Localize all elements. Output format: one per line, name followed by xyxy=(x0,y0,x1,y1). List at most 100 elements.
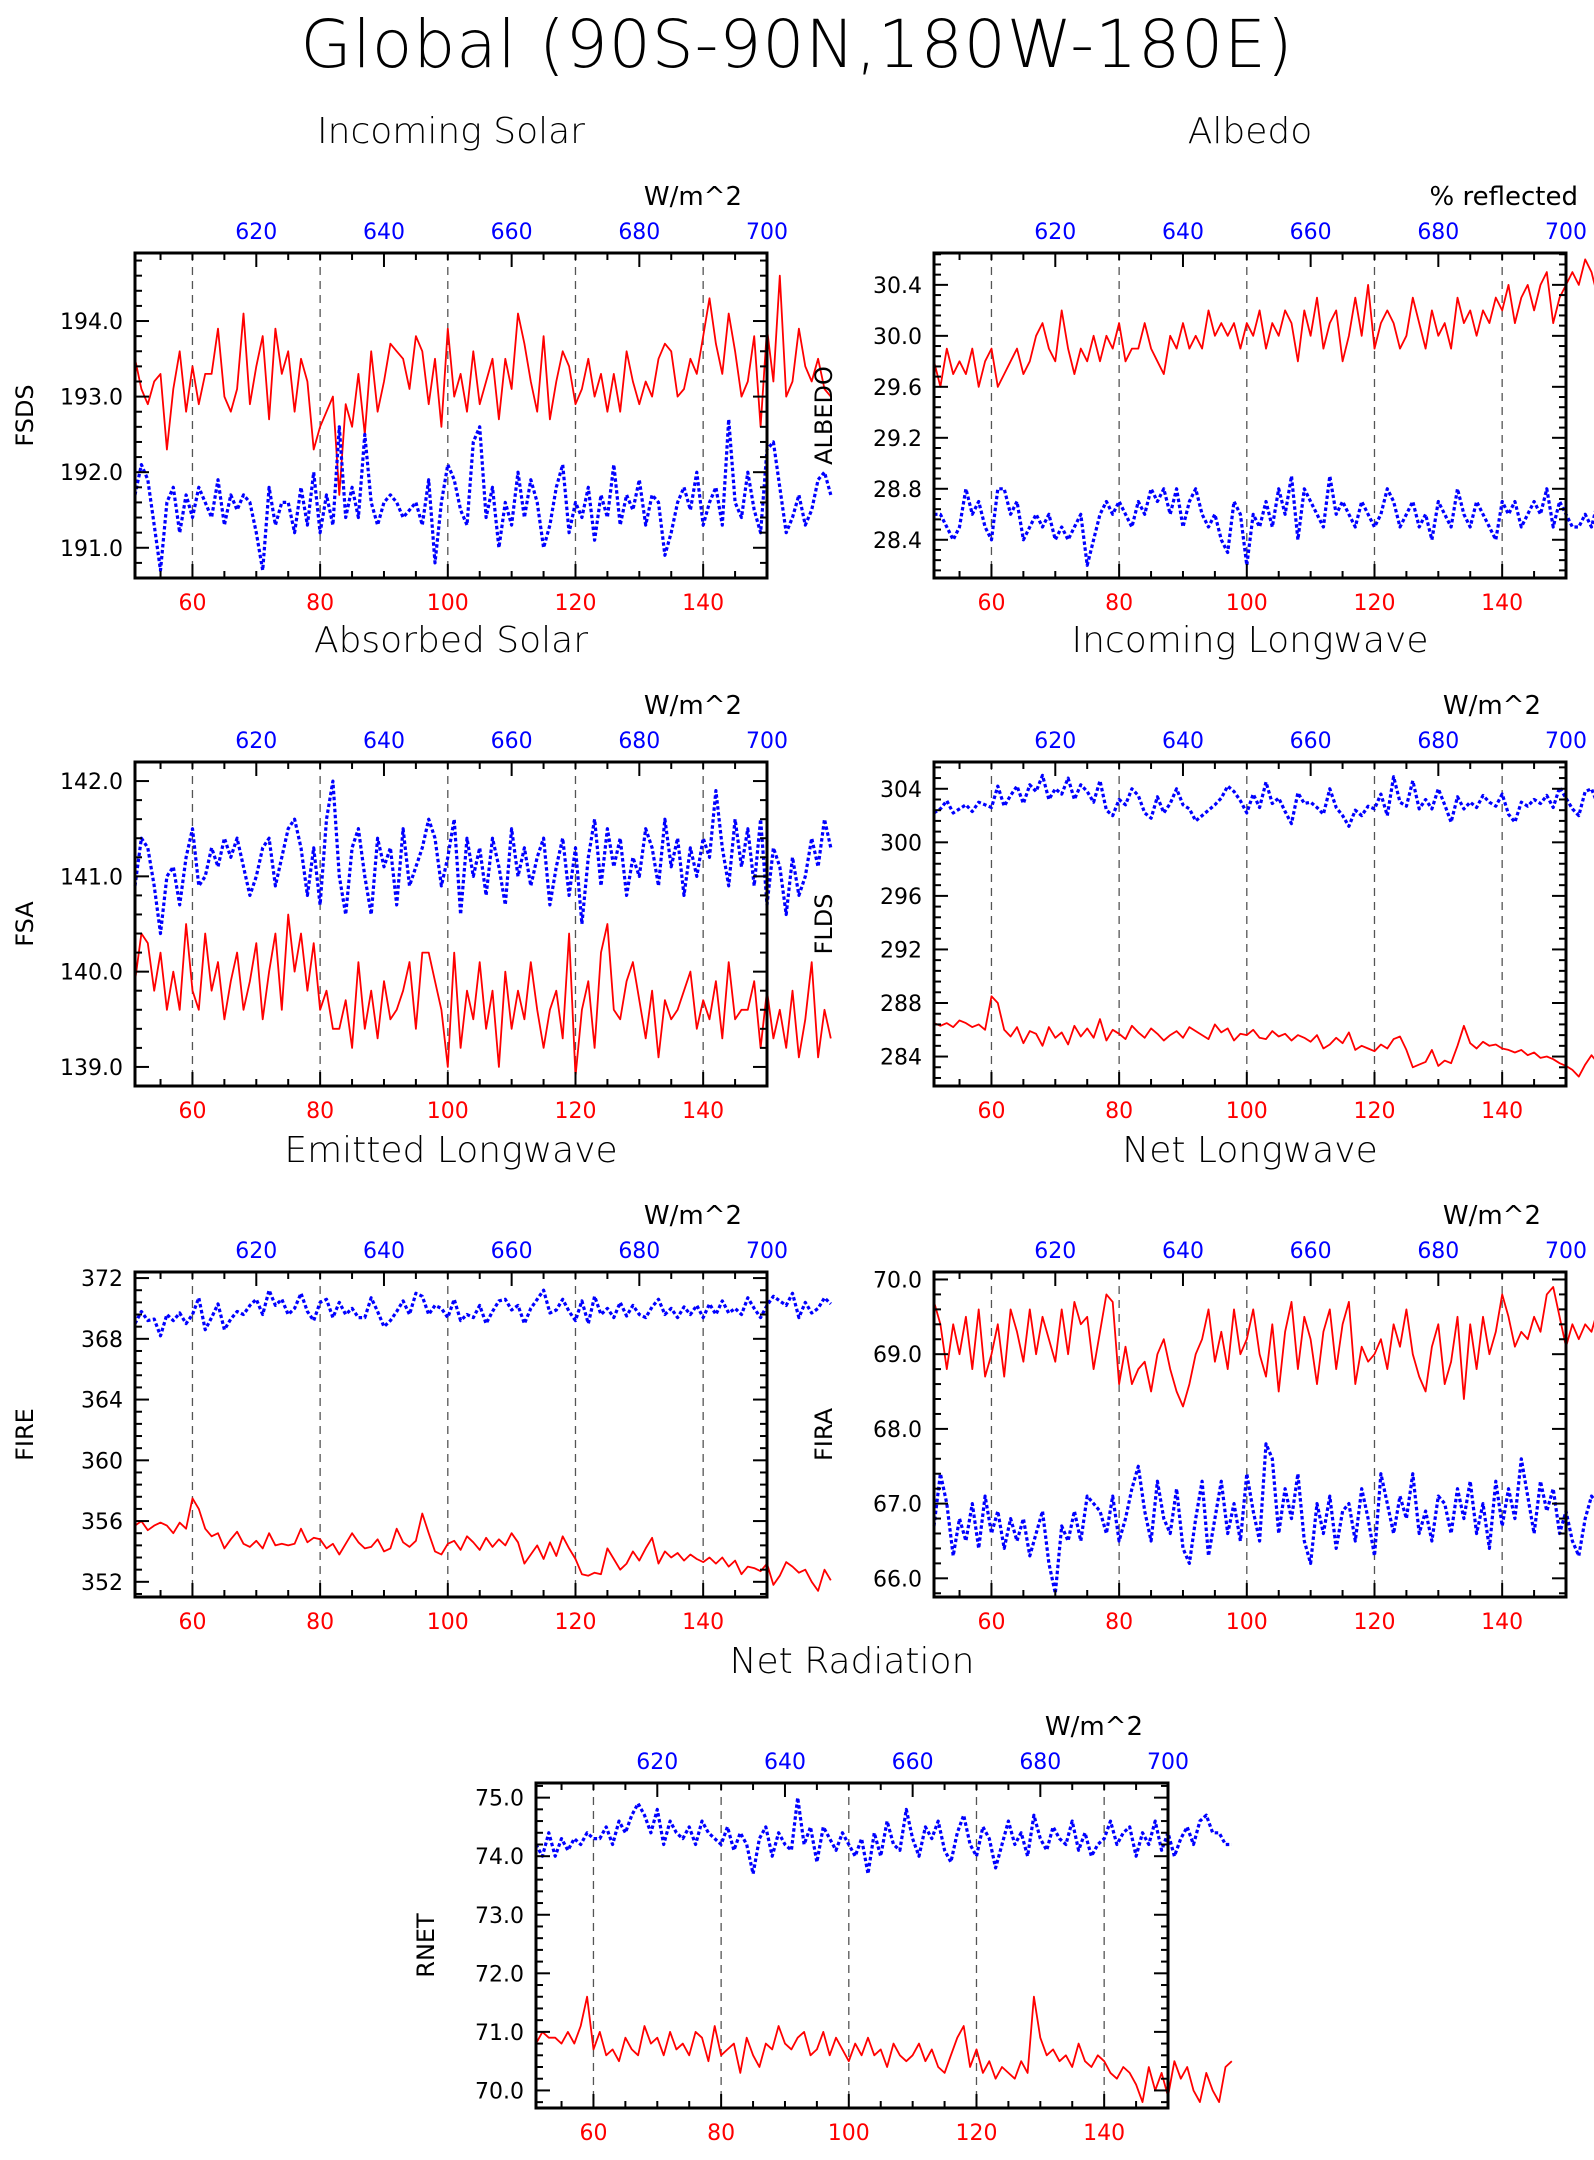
tick-label-top: 620 xyxy=(235,220,277,245)
tick-label-top: 640 xyxy=(363,1239,405,1264)
tick-label-left: 30.0 xyxy=(873,325,922,350)
tick-label-left: 67.0 xyxy=(873,1493,922,1518)
tick-label-top: 700 xyxy=(1545,220,1587,245)
series-line-solid xyxy=(134,274,832,496)
tick-label-bottom: 120 xyxy=(1353,1610,1395,1635)
tick-label-top: 680 xyxy=(1417,1239,1459,1264)
tick-label-top: 620 xyxy=(1034,1239,1076,1264)
plot-frame xyxy=(932,251,1568,580)
tick-label-top: 680 xyxy=(1417,729,1459,754)
tick-label-left: 372 xyxy=(81,1267,123,1292)
tick-label-bottom: 120 xyxy=(1353,1099,1395,1124)
tick-label-left: 29.2 xyxy=(873,427,922,452)
panel-title: Incoming Longwave xyxy=(1071,620,1428,661)
tick-label-top: 680 xyxy=(618,729,660,754)
series-line-solid xyxy=(134,913,832,1078)
series-line-dotted xyxy=(133,417,833,573)
tick-label-left: 191.0 xyxy=(60,537,123,562)
tick-label-top: 620 xyxy=(1034,729,1076,754)
tick-label-bottom: 80 xyxy=(707,2121,735,2146)
tick-label-bottom: 80 xyxy=(306,591,334,616)
unit-label: W/m^2 xyxy=(1443,691,1541,721)
tick-label-bottom: 100 xyxy=(1226,1610,1268,1635)
panel-title: Albedo xyxy=(1188,111,1313,152)
y-axis-label: FLDS xyxy=(810,894,838,955)
tick-label-left: 288 xyxy=(880,992,922,1017)
tick-label-top: 700 xyxy=(1147,1750,1189,1775)
tick-label-left: 28.4 xyxy=(873,529,922,554)
panel-title: Emitted Longwave xyxy=(284,1130,617,1171)
tick-label-bottom: 80 xyxy=(1105,1610,1133,1635)
tick-label-bottom: 140 xyxy=(1481,1610,1523,1635)
tick-label-left: 28.8 xyxy=(873,478,922,503)
tick-label-bottom: 140 xyxy=(682,591,724,616)
tick-label-bottom: 100 xyxy=(427,591,469,616)
tick-label-bottom: 60 xyxy=(977,1610,1005,1635)
tick-label-top: 680 xyxy=(1417,220,1459,245)
tick-label-top: 700 xyxy=(746,220,788,245)
tick-label-bottom: 140 xyxy=(1481,1099,1523,1124)
tick-label-left: 296 xyxy=(880,885,922,910)
tick-label-left: 352 xyxy=(81,1571,123,1596)
plot-frame xyxy=(133,251,769,580)
unit-label: W/m^2 xyxy=(644,182,742,212)
series-line-dotted xyxy=(133,779,833,936)
tick-label-top: 700 xyxy=(1545,1239,1587,1264)
tick-label-bottom: 60 xyxy=(579,2121,607,2146)
tick-label-left: 356 xyxy=(81,1510,123,1535)
y-axis-label: RNET xyxy=(412,1913,440,1978)
tick-label-left: 304 xyxy=(880,778,922,803)
tick-label-top: 620 xyxy=(235,729,277,754)
panel-flds: Incoming Longwave W/m^2 60 80 100 120 140 620 64… xyxy=(810,620,1594,1124)
series-line-solid xyxy=(535,1995,1233,2104)
tick-label-left: 71.0 xyxy=(475,2021,524,2046)
tick-label-left: 70.0 xyxy=(873,1268,922,1293)
tick-label-top: 640 xyxy=(764,1750,806,1775)
tick-label-bottom: 140 xyxy=(1083,2121,1125,2146)
tick-label-top: 660 xyxy=(491,220,533,245)
tick-label-bottom: 100 xyxy=(1226,591,1268,616)
plot-frame xyxy=(534,1781,1170,2110)
tick-label-left: 75.0 xyxy=(475,1787,524,1812)
tick-label-top: 640 xyxy=(1162,1239,1204,1264)
tick-label-left: 68.0 xyxy=(873,1418,922,1443)
tick-label-bottom: 120 xyxy=(554,1610,596,1635)
tick-label-bottom: 140 xyxy=(682,1099,724,1124)
tick-label-bottom: 100 xyxy=(1226,1099,1268,1124)
tick-label-left: 72.0 xyxy=(475,1962,524,1987)
tick-label-bottom: 80 xyxy=(306,1610,334,1635)
series-line-solid xyxy=(933,258,1594,388)
y-axis-label: FIRE xyxy=(11,1408,39,1461)
tick-label-left: 368 xyxy=(81,1328,123,1353)
tick-label-bottom: 60 xyxy=(178,1610,206,1635)
tick-label-bottom: 80 xyxy=(306,1099,334,1124)
y-axis-label: ALBEDO xyxy=(810,366,838,465)
panel-title: Net Longwave xyxy=(1122,1130,1377,1171)
series-line-dotted xyxy=(133,1288,832,1338)
tick-label-top: 700 xyxy=(1545,729,1587,754)
tick-label-left: 194.0 xyxy=(60,310,123,335)
tick-label-top: 620 xyxy=(235,1239,277,1264)
tick-label-bottom: 100 xyxy=(427,1099,469,1124)
y-axis-label: FIRA xyxy=(810,1407,838,1461)
unit-label: W/m^2 xyxy=(644,691,742,721)
tick-label-top: 660 xyxy=(491,1239,533,1264)
tick-label-top: 660 xyxy=(491,729,533,754)
tick-label-left: 73.0 xyxy=(475,1904,524,1929)
tick-label-left: 142.0 xyxy=(60,770,123,795)
tick-label-top: 680 xyxy=(618,1239,660,1264)
plot-frame xyxy=(133,760,769,1088)
tick-label-top: 640 xyxy=(363,220,405,245)
tick-label-bottom: 120 xyxy=(554,591,596,616)
tick-label-top: 620 xyxy=(636,1750,678,1775)
tick-label-bottom: 100 xyxy=(828,2121,870,2146)
series-line-dotted xyxy=(534,1795,1232,1876)
tick-label-left: 74.0 xyxy=(475,1845,524,1870)
series-line-solid xyxy=(933,1286,1594,1408)
figure-title: Global (90S-90N,180W-180E) xyxy=(300,6,1294,83)
tick-label-bottom: 80 xyxy=(1105,1099,1133,1124)
panel-albedo: Albedo % reflected 60 80 100 120 140 620 640 660 6… xyxy=(810,111,1594,616)
panel-fire: Emitted Longwave W/m^2 60 80 100 120 140 620 640… xyxy=(11,1130,832,1635)
tick-label-top: 660 xyxy=(1290,729,1332,754)
